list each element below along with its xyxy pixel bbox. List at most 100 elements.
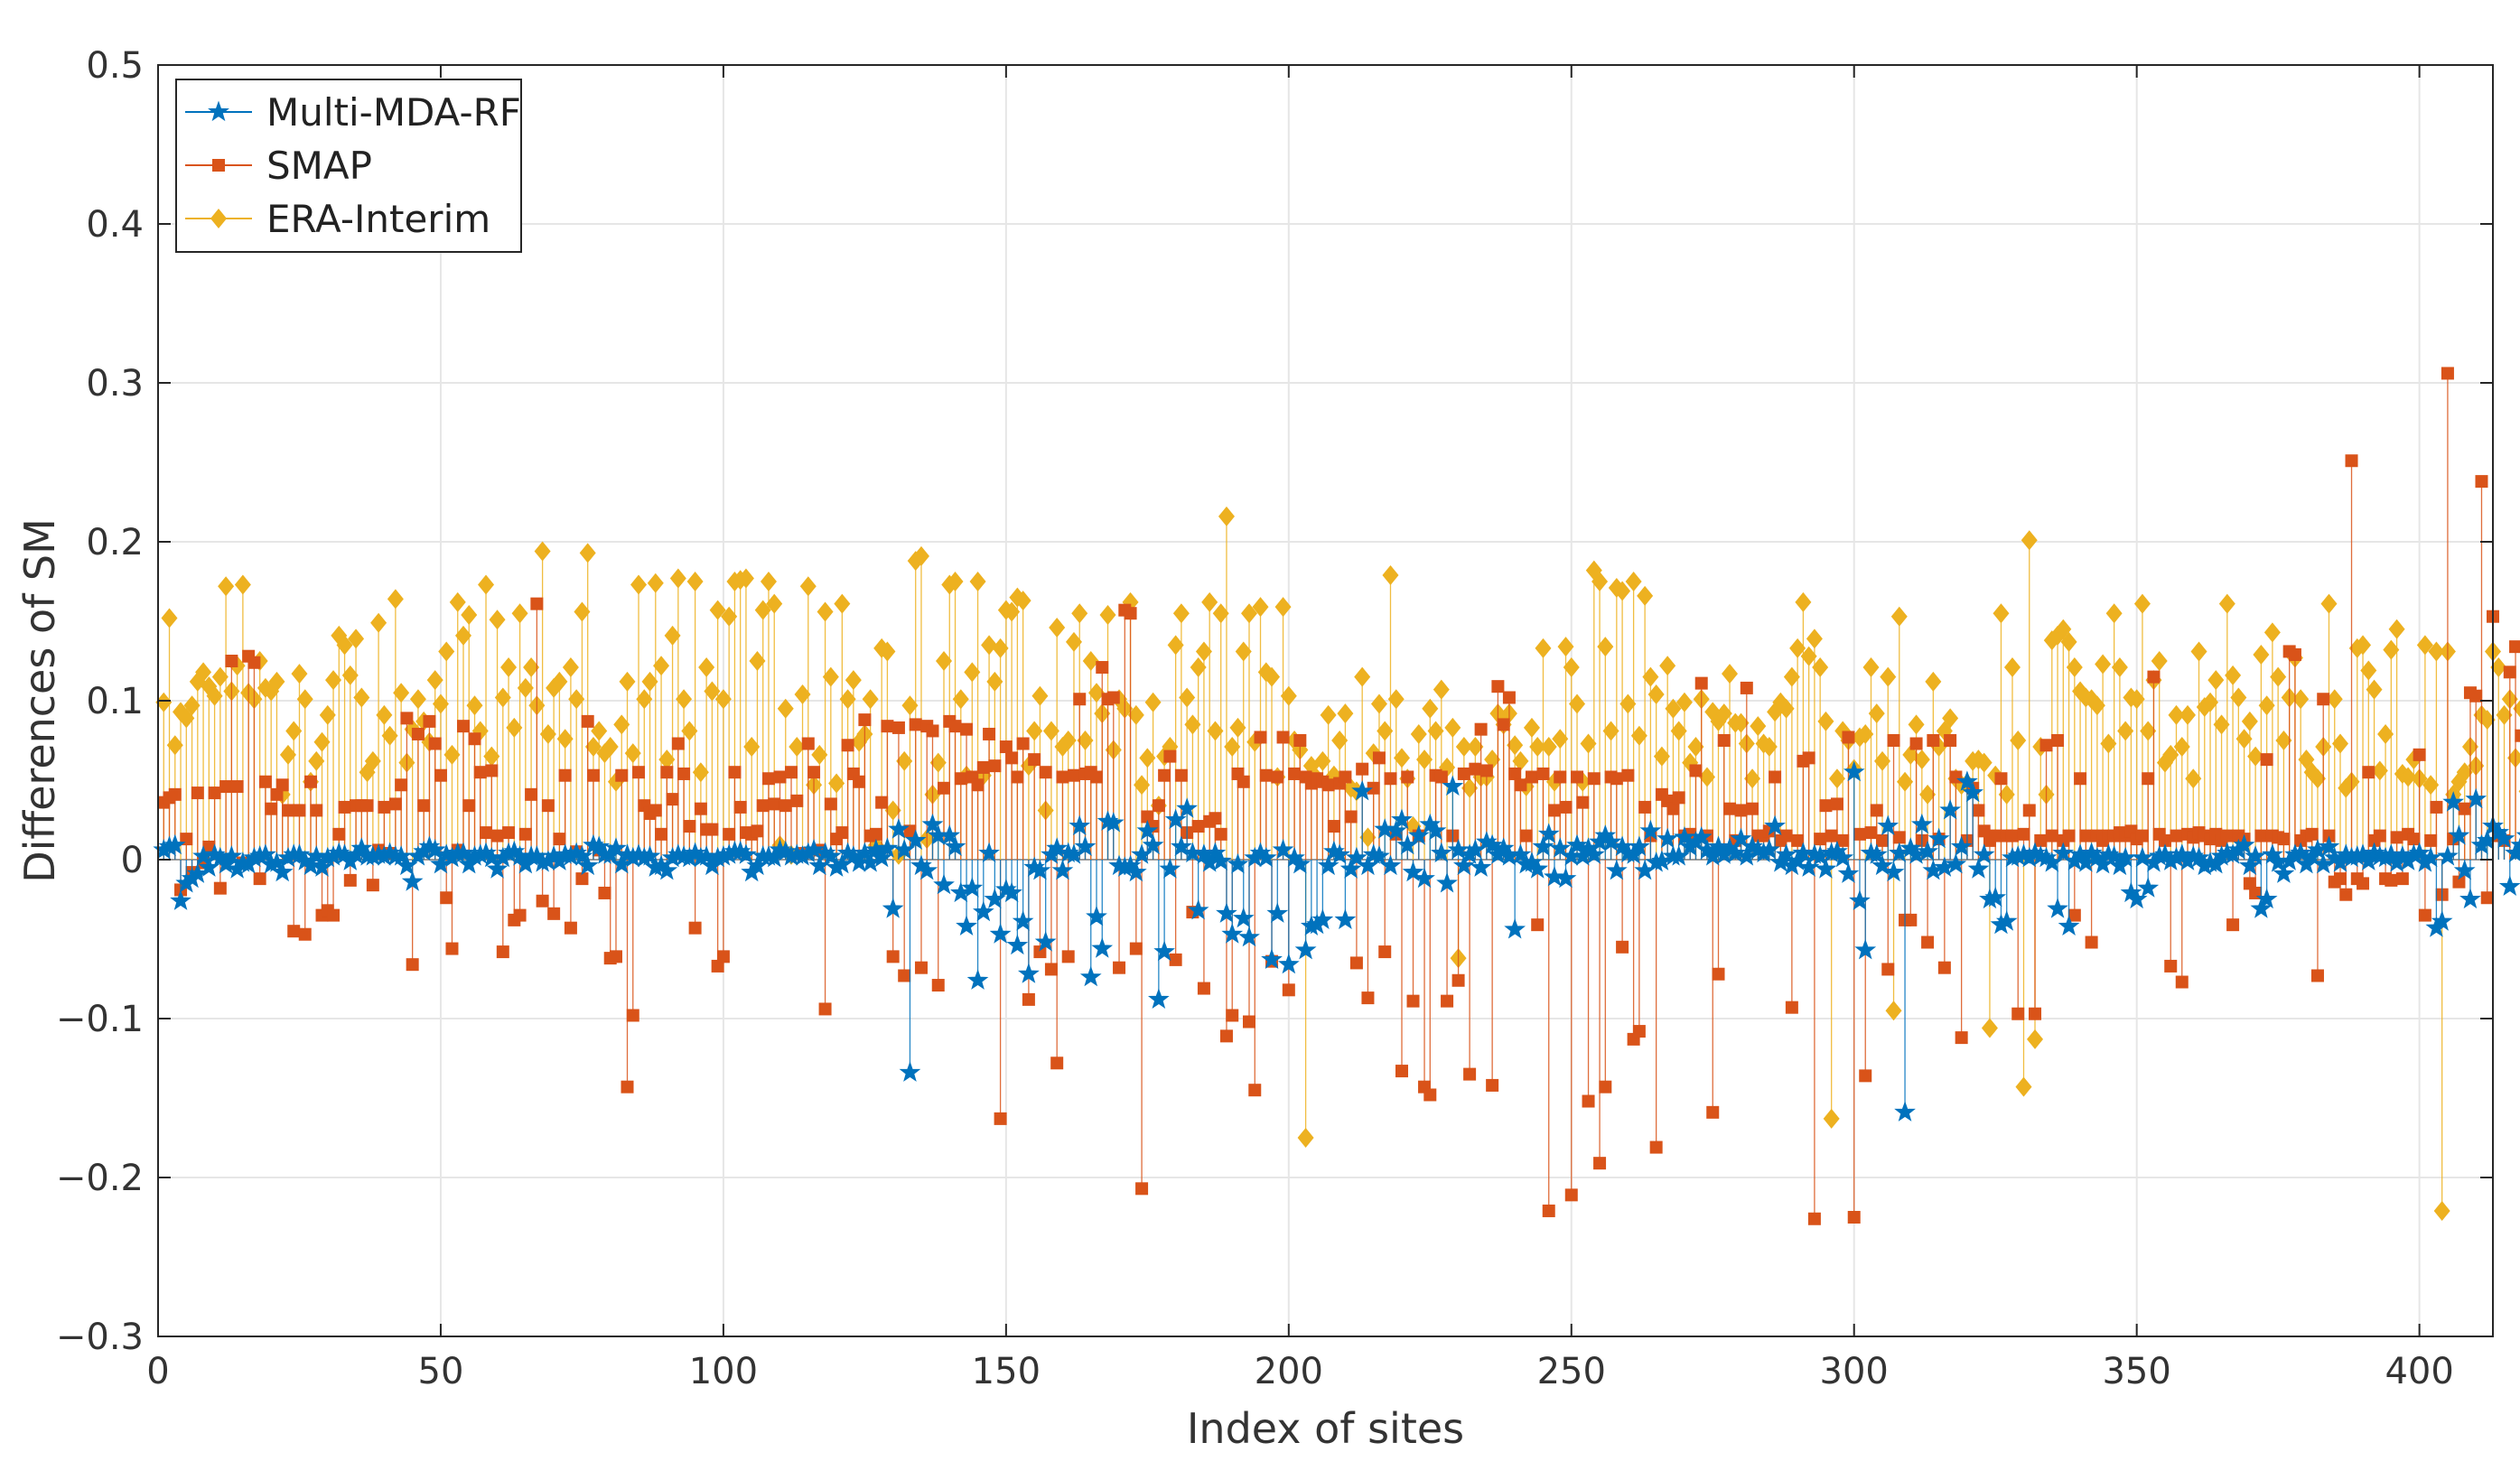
data-point: [2317, 693, 2330, 706]
data-point: [1830, 797, 1843, 811]
data-point: [591, 721, 608, 741]
data-point: [999, 740, 1013, 754]
data-point: [574, 601, 591, 622]
data-point: [1492, 837, 1515, 858]
data-point: [1975, 752, 1993, 773]
data-point: [2326, 689, 2343, 710]
data-point: [1630, 725, 1647, 746]
data-point: [2371, 760, 2388, 781]
data-point: [914, 961, 928, 974]
data-point: [1016, 737, 1030, 750]
data-point: [822, 666, 839, 687]
data-point: [1354, 666, 1371, 687]
data-point: [1224, 737, 1241, 758]
data-point: [2413, 748, 2426, 761]
data-point: [270, 787, 284, 801]
data-point: [1504, 917, 1526, 939]
data-point: [869, 827, 882, 841]
data-point: [1836, 833, 1850, 847]
data-point: [1106, 691, 1120, 704]
data-point: [2422, 775, 2440, 796]
data-point: [818, 1002, 832, 1016]
data-point: [2003, 657, 2021, 678]
data-point: [1125, 861, 1147, 882]
data-point: [655, 827, 668, 841]
data-point: [298, 927, 312, 941]
data-point: [785, 766, 798, 779]
data-point: [807, 766, 821, 779]
data-point: [571, 845, 593, 866]
data-point: [1005, 751, 1019, 765]
data-point: [2437, 845, 2459, 866]
data-point: [2067, 908, 2081, 922]
data-point: [1642, 666, 1659, 687]
data-point: [1707, 835, 1730, 856]
data-point: [1775, 843, 1797, 864]
data-point: [1280, 685, 1297, 706]
data-point: [1204, 842, 1227, 863]
data-point: [1153, 940, 1175, 962]
data-point: [929, 752, 947, 773]
data-point: [751, 824, 764, 838]
data-point: [2408, 842, 2431, 863]
data-point: [858, 713, 872, 727]
data-point: [754, 600, 771, 620]
data-point: [766, 593, 783, 614]
data-point: [453, 842, 474, 863]
data-point: [1237, 775, 1250, 788]
data-point: [981, 635, 998, 656]
data-point: [1909, 737, 1923, 750]
data-point: [445, 942, 459, 955]
data-point: [462, 799, 476, 813]
data-point: [1042, 721, 1059, 741]
data-point: [381, 725, 398, 746]
data-point: [1201, 591, 1218, 612]
data-point: [496, 945, 509, 959]
data-point: [1722, 664, 1739, 684]
data-point: [271, 861, 294, 882]
data-point: [285, 721, 303, 741]
data-point: [2085, 935, 2098, 949]
data-point: [1783, 666, 1800, 687]
data-point: [777, 698, 794, 719]
x-tick-label: 50: [418, 1351, 464, 1392]
data-point: [1843, 760, 1865, 782]
data-point: [494, 687, 511, 708]
data-point: [1209, 812, 1222, 825]
data-point: [1029, 859, 1051, 880]
data-point: [926, 724, 939, 738]
data-point: [2480, 891, 2494, 905]
data-point: [630, 574, 648, 595]
data-point: [2132, 846, 2153, 868]
data-point: [541, 799, 555, 813]
data-point: [1065, 631, 1082, 652]
data-point: [1937, 961, 1951, 974]
data-point: [1261, 948, 1283, 970]
data-point: [1379, 854, 1402, 876]
data-point: [615, 768, 629, 782]
data-point: [2320, 593, 2338, 614]
data-point: [1463, 1067, 1477, 1081]
data-point: [1995, 910, 2018, 931]
data-point: [1792, 842, 1815, 863]
data-point: [2366, 679, 2383, 700]
data-point: [1424, 819, 1447, 841]
data-point: [1056, 770, 1069, 784]
data-point: [2051, 734, 2065, 747]
data-point: [434, 768, 447, 782]
data-point: [426, 670, 443, 691]
data-point: [293, 804, 306, 817]
data-point: [1329, 843, 1351, 864]
x-axis-title: Index of sites: [1187, 1404, 1464, 1453]
data-point: [547, 907, 561, 920]
data-point: [2255, 888, 2278, 909]
data-point: [1293, 734, 1307, 747]
data-point: [1331, 731, 1349, 750]
data-point: [2074, 772, 2087, 786]
data-point: [912, 545, 929, 566]
data-point: [2355, 635, 2372, 656]
data-point: [884, 800, 901, 821]
data-point: [733, 800, 747, 814]
y-tick-label: 0: [121, 840, 144, 881]
data-point: [1012, 910, 1034, 931]
